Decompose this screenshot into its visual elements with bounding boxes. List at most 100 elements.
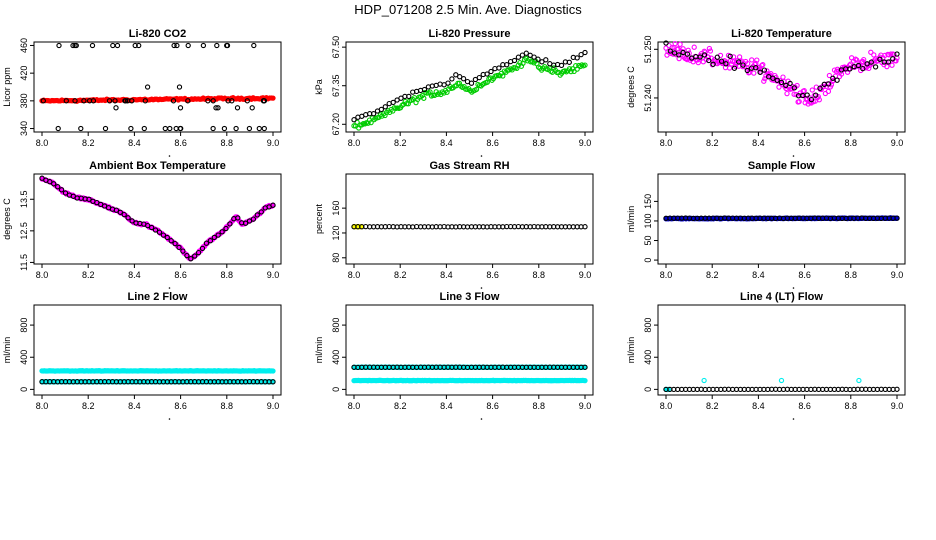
data-point — [242, 220, 249, 226]
data-point — [825, 88, 832, 95]
y-tick-label: 800 — [19, 318, 29, 333]
data-point — [195, 249, 202, 256]
data-point — [128, 125, 134, 132]
plot-frame — [33, 304, 282, 396]
data-point — [62, 190, 69, 196]
x-axis-label-mark — [168, 155, 171, 157]
data-point — [260, 98, 267, 104]
x-tick-label: 8.4 — [440, 401, 453, 411]
data-point — [246, 125, 253, 132]
x-tick-label: 8.6 — [174, 138, 187, 148]
plot-frame — [657, 41, 906, 133]
y-tick-label: 340 — [19, 121, 29, 136]
data-point — [885, 59, 892, 65]
data-point — [110, 42, 116, 49]
x-tick-label: 8.4 — [752, 401, 765, 411]
y-tick-label: 67.20 — [331, 113, 341, 136]
data-point — [539, 59, 545, 65]
data-point — [701, 52, 708, 58]
data-point — [718, 58, 725, 64]
x-tick-label: 8.0 — [348, 401, 361, 411]
plot-frame — [33, 173, 282, 265]
data-point — [256, 125, 262, 132]
x-tick-label: 9.0 — [267, 270, 280, 280]
chart-panel-3: Li-820 Temperature degrees C 8.0 8.2 8.4 8.6 8… — [626, 28, 906, 157]
x-tick-label: 8.2 — [82, 401, 95, 411]
data-point — [496, 65, 502, 71]
x-tick-label: 8.6 — [486, 138, 499, 148]
data-point — [888, 51, 894, 57]
data-point — [63, 98, 69, 104]
data-point — [796, 98, 802, 105]
series-2 — [39, 175, 276, 262]
x-axis-label-mark — [792, 418, 795, 420]
data-point — [677, 41, 683, 47]
data-point — [199, 245, 206, 252]
y-tick-label: 400 — [331, 350, 341, 365]
data-point — [791, 85, 797, 91]
data-point — [178, 125, 184, 132]
data-point — [445, 80, 451, 86]
data-point — [825, 81, 832, 87]
data-point — [558, 62, 565, 69]
data-point — [860, 65, 866, 72]
data-point — [254, 212, 260, 218]
y-tick-label: 420 — [19, 66, 29, 81]
series-3 — [39, 378, 276, 385]
chart-title: Line 3 Flow — [440, 291, 500, 303]
x-tick-label: 8.0 — [348, 138, 361, 148]
data-point — [224, 42, 231, 49]
data-point — [778, 79, 785, 86]
data-point — [378, 106, 385, 113]
data-point — [72, 98, 78, 104]
chart-panel-6: Sample Flow ml/min 8.0 8.2 8.4 8.6 8.8 9.0 0 50 10… — [626, 160, 906, 289]
data-point — [877, 56, 883, 62]
x-tick-label: 8.0 — [36, 138, 49, 148]
data-point — [171, 42, 177, 49]
series-2 — [40, 42, 268, 132]
data-point — [55, 125, 61, 132]
data-point — [113, 105, 119, 111]
data-point — [889, 62, 895, 68]
y-tick-label: 800 — [643, 318, 653, 333]
data-point — [51, 181, 57, 187]
chart-title: Li-820 Temperature — [731, 28, 832, 40]
data-point — [804, 92, 810, 98]
data-point — [582, 377, 588, 384]
series-2 — [663, 386, 900, 393]
data-point — [58, 187, 65, 193]
data-point — [744, 67, 750, 74]
data-point — [890, 56, 896, 62]
data-point — [675, 46, 681, 52]
y-axis-label: ml/min — [626, 206, 636, 233]
data-point — [745, 60, 751, 67]
data-point — [233, 125, 239, 132]
data-point — [192, 253, 198, 259]
data-point — [884, 63, 890, 70]
chart-title: Line 4 (LT) Flow — [740, 291, 823, 303]
data-point — [215, 105, 221, 111]
data-point — [523, 50, 529, 56]
data-point — [270, 379, 276, 385]
data-point — [671, 50, 678, 56]
data-point — [787, 80, 793, 87]
y-tick-label: 0 — [19, 387, 29, 392]
y-tick-label: 51.240 — [643, 84, 653, 112]
data-point — [809, 87, 815, 93]
data-point — [868, 49, 874, 55]
y-tick-label: 67.50 — [331, 36, 341, 59]
data-point — [500, 73, 506, 79]
x-tick-label: 8.6 — [798, 270, 811, 280]
y-tick-label: 80 — [331, 253, 341, 263]
data-point — [705, 54, 712, 60]
data-point — [117, 209, 123, 215]
x-tick-label: 8.6 — [798, 138, 811, 148]
data-point — [894, 386, 900, 392]
data-point — [89, 42, 96, 49]
data-point — [219, 229, 225, 235]
data-point — [132, 42, 138, 49]
data-point — [574, 55, 580, 61]
chart-panel-9: Line 4 (LT) Flow ml/min 8.0 8.2 8.4 8.6 8.8 9.0… — [626, 291, 906, 420]
data-point — [894, 51, 900, 57]
